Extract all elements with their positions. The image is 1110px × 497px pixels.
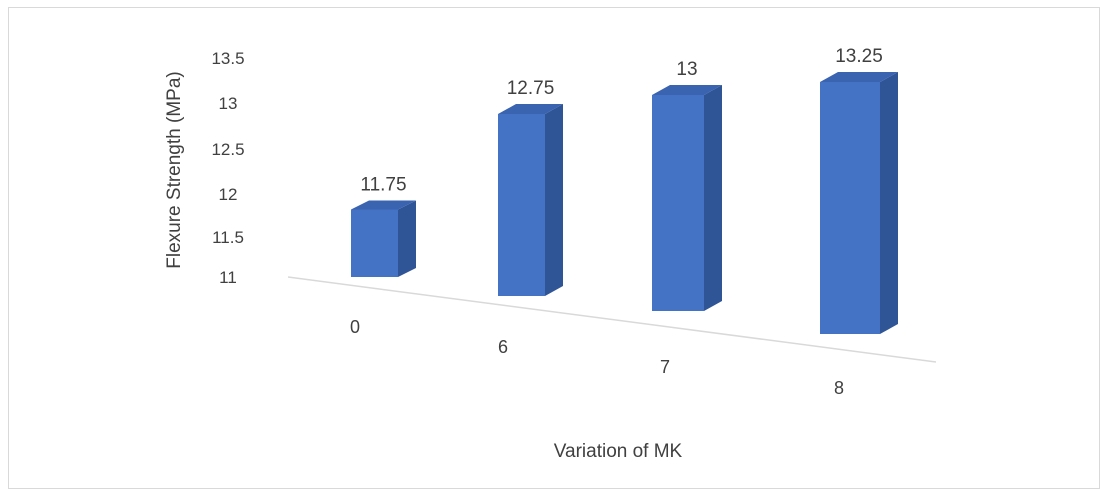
bar-side-face: [880, 72, 898, 334]
x-axis-floor-line: [287, 276, 937, 363]
bar-top-face: [820, 72, 898, 82]
y-tick-label: 12.5: [211, 140, 244, 159]
bar-side-face: [398, 200, 416, 277]
bar-side-face: [704, 85, 722, 311]
bar: 11.75: [351, 175, 416, 277]
bar-front-face: [498, 114, 545, 296]
bar-top-face: [652, 85, 722, 95]
x-axis-title: Variation of MK: [554, 441, 683, 462]
bar-data-label: 13.25: [835, 46, 883, 67]
bar: 13: [652, 59, 722, 311]
y-tick-label: 13: [219, 94, 238, 113]
x-category-label: 0: [350, 317, 360, 337]
bar-front-face: [820, 82, 880, 334]
bar-data-label: 12.75: [507, 78, 555, 99]
y-tick-label: 13.5: [211, 49, 244, 68]
bar-side-face: [545, 104, 563, 296]
bar-data-label: 13: [676, 59, 697, 80]
y-tick-label: 12: [219, 185, 238, 204]
y-axis-ticks: 11 11.5 12 12.5 13 13.5: [211, 49, 244, 287]
x-category-label: 7: [660, 357, 670, 377]
y-tick-label: 11.5: [212, 228, 244, 247]
x-category-label: 8: [834, 378, 844, 398]
bars-group: 11.75 12.75 13 13.25: [351, 46, 898, 334]
y-tick-label: 11: [219, 268, 237, 287]
bar-top-face: [498, 104, 563, 114]
x-axis-categories: 0 6 7 8: [350, 317, 844, 398]
y-axis-title: Flexure Strength (MPa): [164, 71, 185, 268]
bar-front-face: [652, 95, 704, 311]
x-category-label: 6: [498, 337, 508, 357]
bar-data-label: 11.75: [360, 175, 406, 196]
bar-top-face: [351, 200, 416, 210]
bar: 13.25: [820, 46, 898, 334]
bar-front-face: [351, 209, 398, 277]
bar: 12.75: [498, 78, 563, 296]
